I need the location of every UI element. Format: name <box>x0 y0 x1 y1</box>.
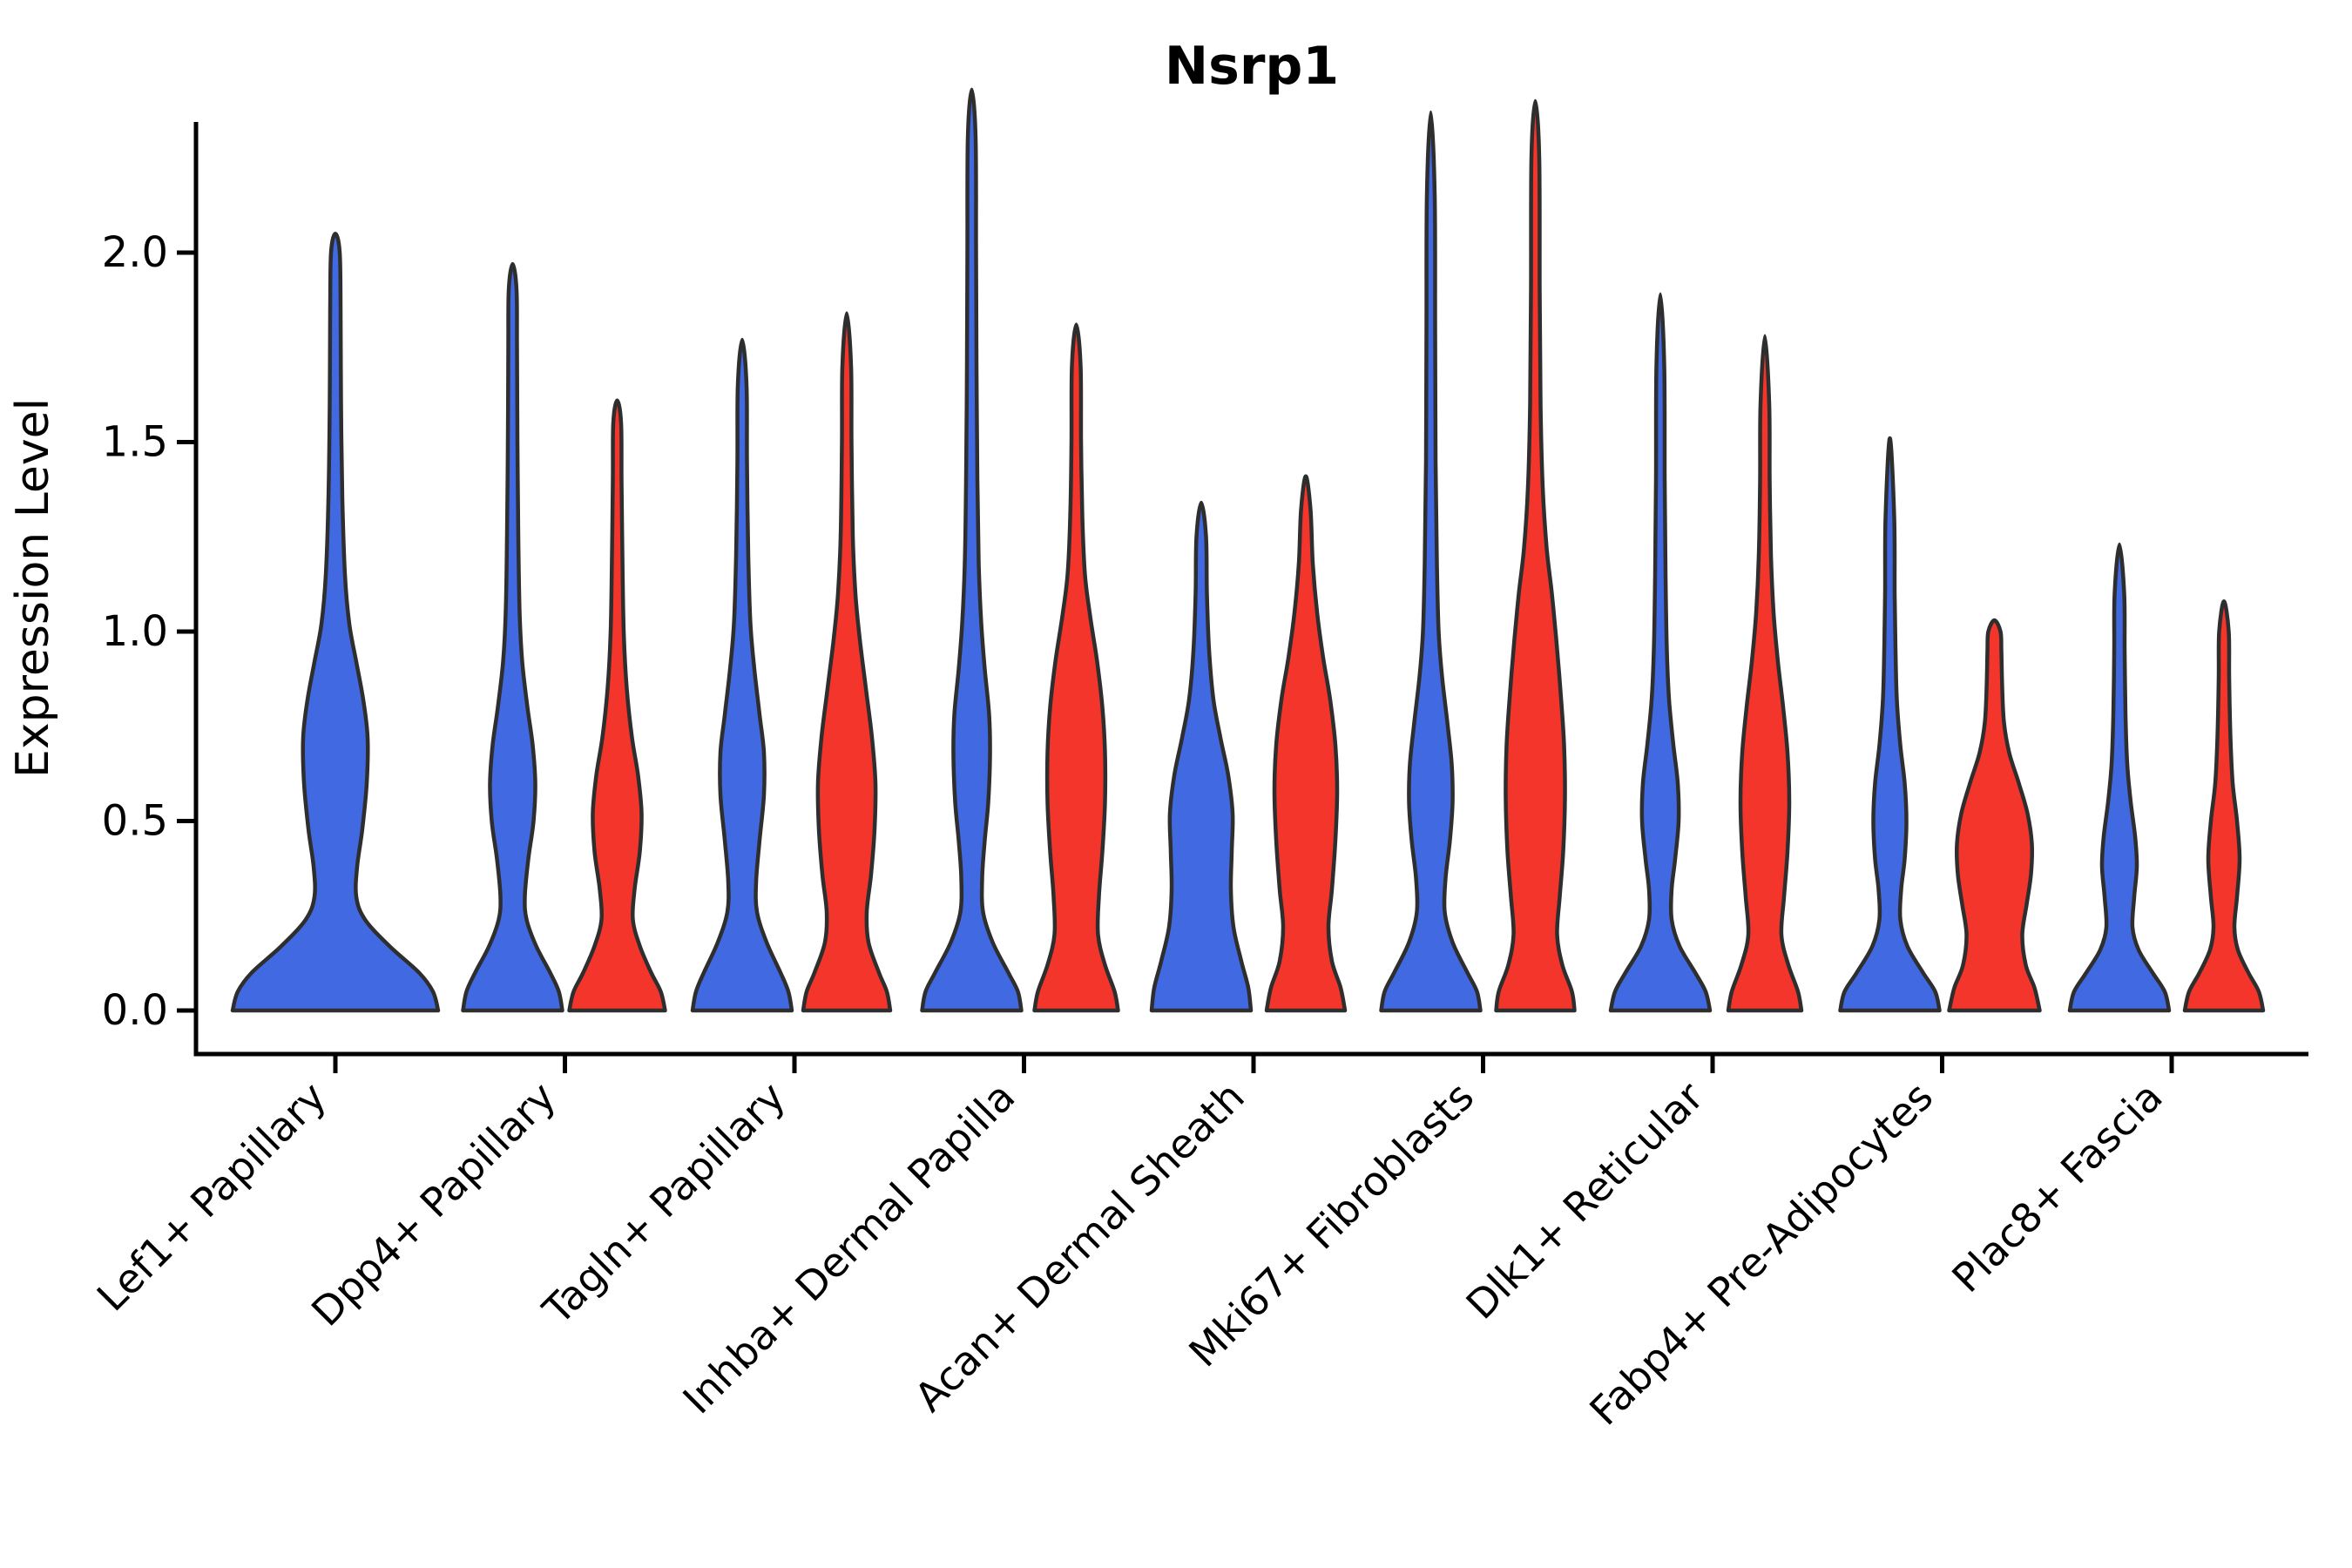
y-tick-label: 0.5 <box>102 797 168 846</box>
violin-acan-dermal-sheath-red <box>1264 474 1348 1013</box>
violin-fabp4-pre-adipocytes-blue <box>1838 436 1942 1013</box>
y-tick-label: 2.0 <box>102 228 168 277</box>
violin-plac8-fascia-red <box>2182 598 2266 1013</box>
violin-layer <box>230 87 2266 1013</box>
violin-dpp4-papillary-blue <box>461 261 564 1013</box>
x-tick-label-tagln-papillary: Tagln+ Papillary <box>533 1073 794 1335</box>
y-axis-label: Expression Level <box>7 398 59 778</box>
violin-fabp4-pre-adipocytes-red <box>1947 618 2042 1013</box>
y-tick-label: 1.5 <box>102 418 168 467</box>
violin-tagln-papillary-blue <box>690 337 794 1013</box>
violin-inhba-dermal-papilla-red <box>1032 322 1120 1013</box>
violin-dpp4-papillary-red <box>567 398 667 1013</box>
violin-mki67-fibroblasts-red <box>1494 98 1577 1013</box>
x-tick-label-lef1-papillary: Lef1+ Papillary <box>88 1073 335 1321</box>
violin-lef1-papillary-blue <box>230 232 441 1013</box>
x-tick-label-dpp4-papillary: Dpp4+ Papillary <box>302 1073 564 1335</box>
violin-acan-dermal-sheath-blue <box>1149 500 1254 1013</box>
y-tick-label: 0.0 <box>102 986 168 1035</box>
violin-dlk1-reticular-blue <box>1608 292 1713 1013</box>
violin-dlk1-reticular-red <box>1726 334 1804 1013</box>
violin-plac8-fascia-blue <box>2067 542 2172 1013</box>
plot-title: Nsrp1 <box>1165 36 1339 97</box>
violin-tagln-papillary-red <box>801 311 893 1013</box>
y-tick-label: 1.0 <box>102 607 168 656</box>
x-tick-label-dlk1-reticular: Dlk1+ Reticular <box>1457 1073 1713 1328</box>
violin-mki67-fibroblasts-blue <box>1379 110 1483 1013</box>
x-tick-label-plac8-fascia: Plac8+ Fascia <box>1943 1073 2171 1301</box>
violin-inhba-dermal-papilla-blue <box>920 87 1024 1013</box>
